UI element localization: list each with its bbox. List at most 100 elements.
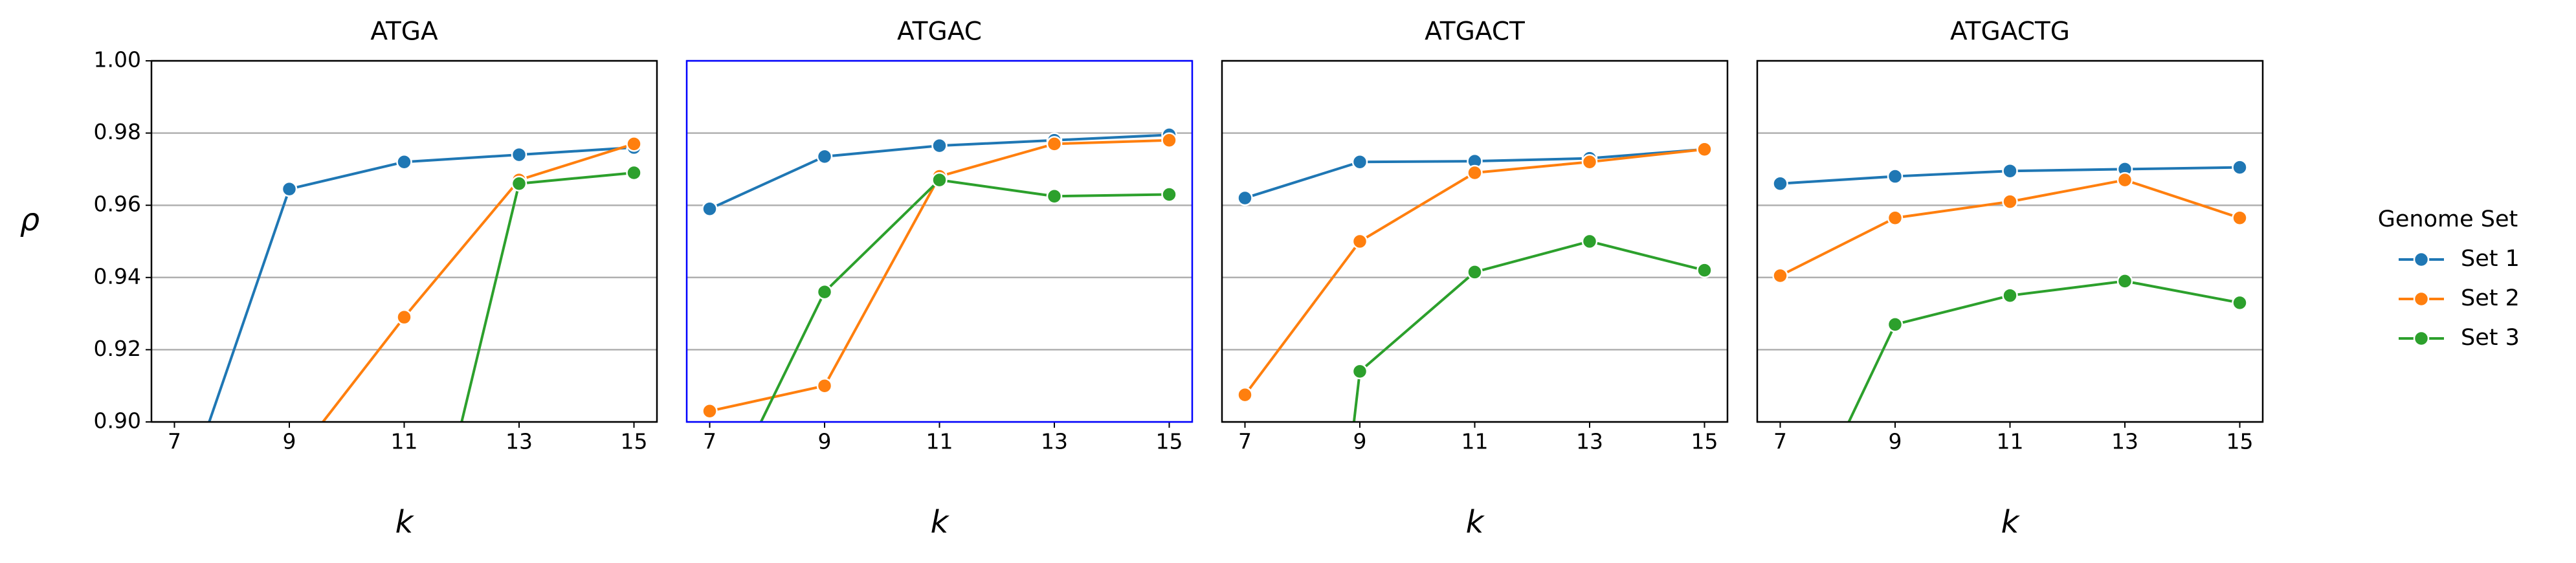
series-line [208, 146, 634, 422]
x-tick-label: 13 [2111, 429, 2138, 454]
legend-marker [2413, 251, 2430, 268]
plot-area [702, 127, 1177, 534]
point [1696, 262, 1713, 278]
x-axis-label: k [395, 504, 415, 540]
x-tick-label: 7 [168, 429, 181, 454]
subplot-title: ATGACT [1425, 17, 1525, 47]
point [1887, 316, 1904, 333]
point [816, 148, 833, 165]
x-tick-label: 15 [1691, 429, 1718, 454]
y-tick-label: 0.90 [94, 408, 141, 434]
point [626, 136, 642, 152]
point [2232, 294, 2248, 311]
point [1237, 190, 1253, 206]
point [1046, 188, 1063, 204]
y-axis-label: ρ [20, 202, 39, 238]
point [1237, 386, 1253, 403]
point [2002, 162, 2018, 179]
subplot-title: ATGA [370, 17, 438, 47]
x-tick-label: 9 [818, 429, 832, 454]
plot-area [168, 136, 642, 530]
legend-marker [2413, 330, 2430, 347]
point [931, 171, 948, 188]
x-tick-label: 9 [1353, 429, 1367, 454]
point [2232, 210, 2248, 226]
x-axis-label: k [931, 504, 950, 540]
series-line [460, 171, 634, 422]
x-tick-label: 11 [1461, 429, 1489, 454]
point [816, 283, 833, 300]
point [1581, 233, 1598, 250]
point [1696, 141, 1713, 157]
series-line [759, 179, 1170, 422]
legend-marker [2413, 291, 2430, 307]
point [282, 458, 296, 472]
point [1772, 267, 1788, 284]
point [1887, 168, 1904, 184]
x-axis-label: k [2001, 504, 2021, 540]
point [626, 164, 642, 181]
point [1773, 559, 1788, 563]
legend-title: Genome Set [2378, 206, 2518, 232]
frame [685, 60, 1194, 423]
x-tick-label: 15 [2226, 429, 2254, 454]
point [1351, 233, 1368, 250]
subplot-title: ATGACTG [1950, 17, 2070, 47]
legend-label: Set 2 [2461, 285, 2520, 311]
y-tick-label: 1.00 [94, 47, 141, 72]
point [1351, 153, 1368, 170]
x-tick-label: 11 [1997, 429, 2024, 454]
x-tick-label: 15 [1156, 429, 1183, 454]
x-tick-label: 11 [391, 429, 418, 454]
point [1467, 164, 1483, 181]
frame [1221, 60, 1729, 423]
x-tick-label: 9 [283, 429, 296, 454]
point [2002, 193, 2018, 210]
point [1581, 153, 1598, 170]
frame [150, 60, 658, 423]
x-tick-label: 7 [1773, 429, 1787, 454]
point [1161, 132, 1177, 149]
point [396, 153, 412, 170]
point [511, 146, 527, 163]
point [702, 403, 718, 419]
point [168, 516, 182, 530]
point [703, 520, 717, 534]
legend-label: Set 1 [2461, 246, 2520, 272]
x-tick-label: 7 [703, 429, 716, 454]
point [2116, 273, 2133, 289]
point [1887, 210, 1904, 226]
x-tick-label: 13 [505, 429, 533, 454]
point [702, 201, 718, 217]
point [281, 181, 298, 197]
point [2116, 171, 2133, 188]
point [1046, 136, 1063, 152]
plot-area [1237, 141, 1713, 422]
point [2002, 287, 2018, 304]
legend-label: Set 3 [2461, 325, 2520, 351]
x-tick-label: 15 [621, 429, 648, 454]
x-tick-label: 9 [1889, 429, 1902, 454]
x-tick-label: 7 [1238, 429, 1252, 454]
y-tick-label: 0.96 [94, 192, 141, 217]
x-tick-label: 11 [926, 429, 953, 454]
x-axis-label: k [1466, 504, 1485, 540]
frame [1756, 60, 2264, 423]
subplot-title: ATGAC [897, 17, 982, 47]
x-tick-label: 13 [1576, 429, 1603, 454]
point [1351, 363, 1368, 380]
point [511, 175, 527, 192]
point [396, 309, 412, 326]
y-tick-label: 0.92 [94, 336, 141, 361]
x-tick-label: 13 [1041, 429, 1068, 454]
y-tick-label: 0.98 [94, 119, 141, 144]
y-tick-label: 0.94 [94, 263, 141, 289]
plot-area [1772, 159, 2248, 563]
point [1772, 175, 1788, 192]
point [1161, 186, 1177, 203]
series-line [321, 142, 635, 422]
point [2232, 159, 2248, 175]
point [816, 377, 833, 394]
